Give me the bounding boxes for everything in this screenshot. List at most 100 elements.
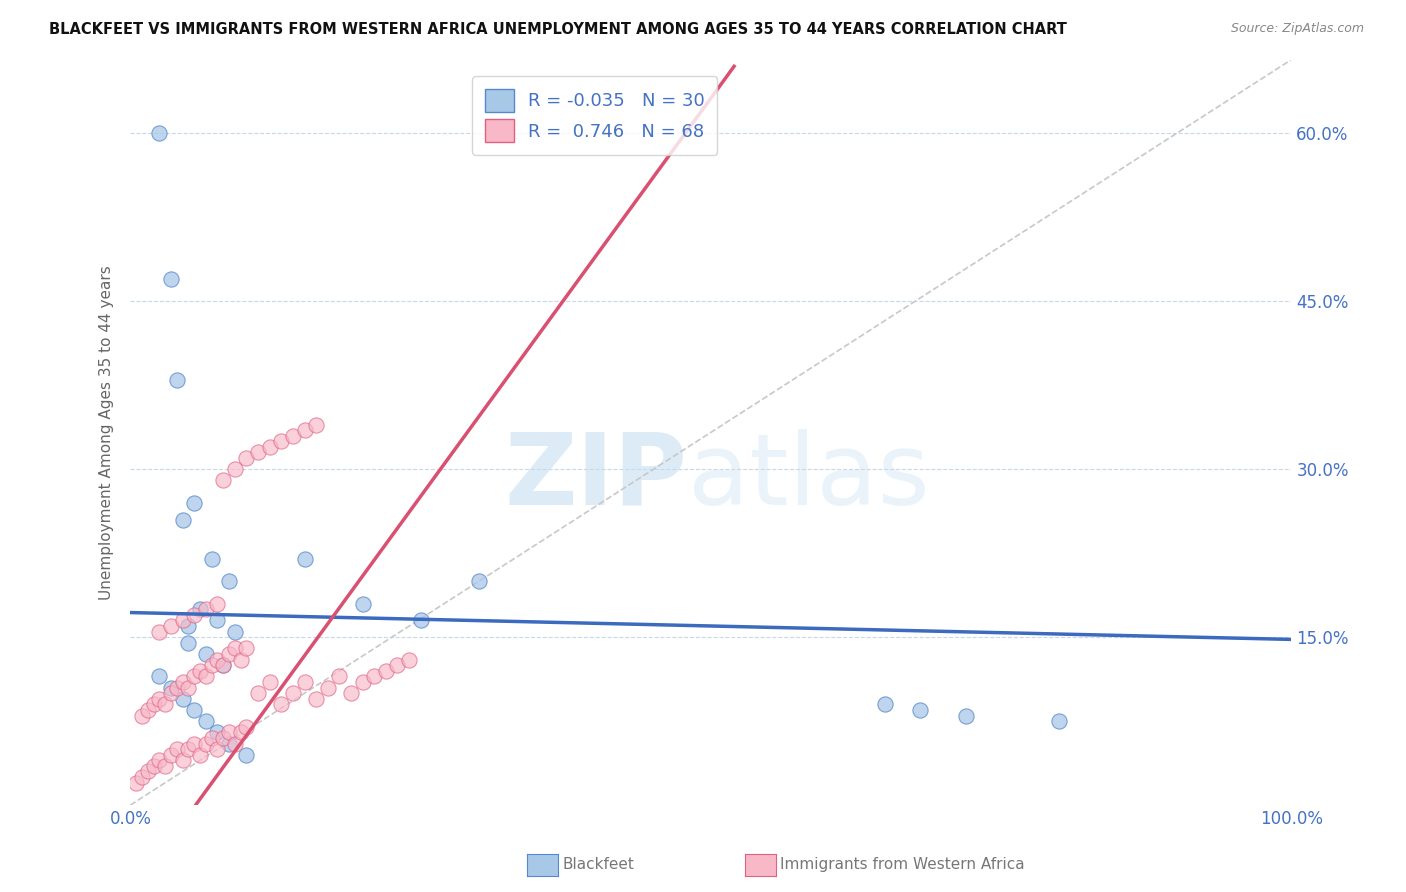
Point: [352, 675, 374, 690]
Point: [218, 574, 240, 589]
Point: [247, 686, 270, 700]
Point: [955, 708, 977, 723]
Point: [340, 686, 363, 700]
Point: [160, 747, 183, 762]
Point: [201, 731, 224, 745]
Point: [207, 614, 229, 628]
Point: [352, 597, 374, 611]
Point: [160, 272, 183, 286]
Point: [183, 496, 205, 510]
Point: [177, 619, 200, 633]
Point: [281, 686, 304, 700]
Point: [183, 737, 205, 751]
Y-axis label: Unemployment Among Ages 35 to 44 years: Unemployment Among Ages 35 to 44 years: [100, 265, 114, 599]
Point: [218, 737, 240, 751]
Point: [188, 747, 211, 762]
Point: [172, 614, 194, 628]
Point: [212, 731, 235, 745]
Point: [212, 658, 235, 673]
Point: [148, 127, 170, 141]
Point: [172, 675, 194, 690]
Point: [177, 681, 200, 695]
Point: [1047, 714, 1070, 728]
Text: ZIP: ZIP: [505, 428, 688, 525]
Point: [125, 775, 148, 789]
Point: [212, 474, 235, 488]
Point: [259, 440, 281, 454]
Point: [148, 691, 170, 706]
Point: [218, 725, 240, 739]
Point: [229, 652, 252, 666]
Point: [270, 698, 292, 712]
Text: Blackfeet: Blackfeet: [562, 857, 634, 871]
Point: [194, 669, 217, 683]
Point: [183, 607, 205, 622]
Point: [294, 423, 316, 437]
Point: [183, 703, 205, 717]
Point: [172, 513, 194, 527]
Point: [363, 669, 385, 683]
Point: [142, 759, 165, 773]
Text: Source: ZipAtlas.com: Source: ZipAtlas.com: [1230, 22, 1364, 36]
Point: [387, 658, 409, 673]
Point: [188, 664, 211, 678]
Point: [224, 641, 246, 656]
Point: [235, 641, 257, 656]
Point: [148, 669, 170, 683]
Point: [183, 669, 205, 683]
Point: [136, 703, 159, 717]
Point: [305, 417, 328, 432]
Point: [218, 647, 240, 661]
Legend: R = -0.035   N = 30, R =  0.746   N = 68: R = -0.035 N = 30, R = 0.746 N = 68: [472, 76, 717, 155]
Point: [188, 602, 211, 616]
Point: [235, 747, 257, 762]
Point: [328, 669, 350, 683]
Point: [194, 647, 217, 661]
Point: [294, 551, 316, 566]
Point: [409, 614, 432, 628]
Point: [177, 636, 200, 650]
Point: [207, 725, 229, 739]
Point: [259, 675, 281, 690]
Point: [873, 698, 896, 712]
Point: [148, 624, 170, 639]
Point: [142, 698, 165, 712]
Point: [201, 551, 224, 566]
Point: [316, 681, 339, 695]
Point: [374, 664, 396, 678]
Point: [224, 624, 246, 639]
Point: [160, 619, 183, 633]
Point: [467, 574, 489, 589]
Point: [166, 742, 188, 756]
Point: [908, 703, 931, 717]
Point: [235, 720, 257, 734]
Point: [160, 681, 183, 695]
Point: [229, 725, 252, 739]
Point: [235, 451, 257, 466]
Text: Immigrants from Western Africa: Immigrants from Western Africa: [780, 857, 1025, 871]
Point: [247, 445, 270, 459]
Point: [172, 691, 194, 706]
Point: [270, 434, 292, 449]
Point: [172, 753, 194, 767]
Point: [207, 742, 229, 756]
Point: [166, 681, 188, 695]
Point: [207, 652, 229, 666]
Point: [224, 737, 246, 751]
Point: [166, 373, 188, 387]
Point: [305, 691, 328, 706]
Point: [153, 698, 176, 712]
Point: [212, 658, 235, 673]
Point: [131, 770, 153, 784]
Point: [294, 675, 316, 690]
Point: [194, 714, 217, 728]
Point: [131, 708, 153, 723]
Point: [207, 597, 229, 611]
Point: [153, 759, 176, 773]
Point: [194, 602, 217, 616]
Point: [177, 742, 200, 756]
Text: atlas: atlas: [688, 428, 929, 525]
Text: BLACKFEET VS IMMIGRANTS FROM WESTERN AFRICA UNEMPLOYMENT AMONG AGES 35 TO 44 YEA: BLACKFEET VS IMMIGRANTS FROM WESTERN AFR…: [49, 22, 1067, 37]
Point: [148, 753, 170, 767]
Point: [160, 686, 183, 700]
